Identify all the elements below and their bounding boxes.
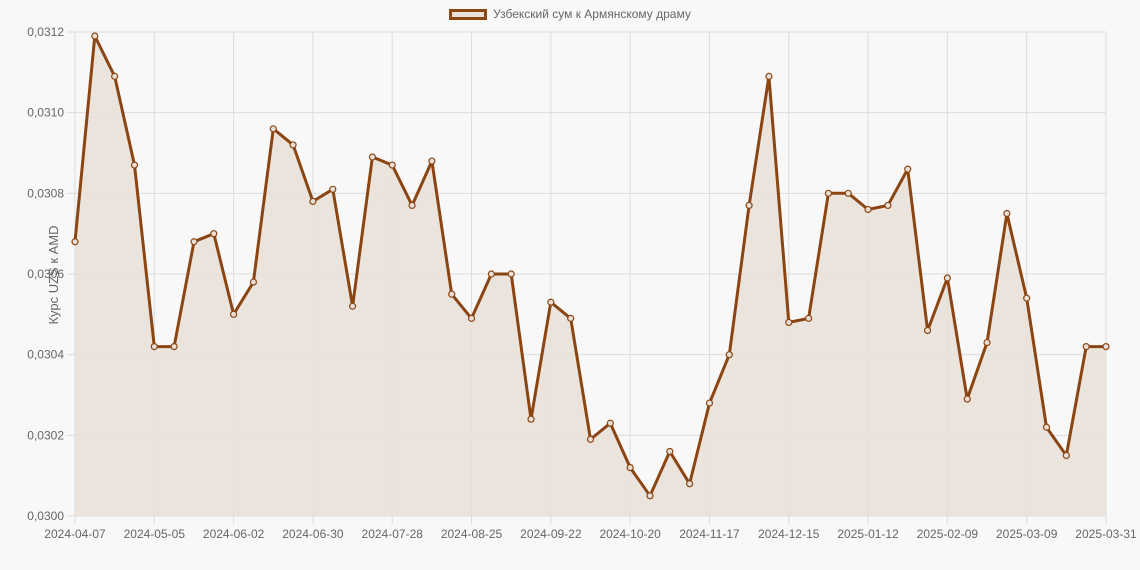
- x-tick-label: 2024-06-30: [282, 527, 344, 541]
- data-point[interactable]: [983, 338, 991, 347]
- data-point[interactable]: [408, 201, 416, 210]
- data-point[interactable]: [487, 270, 495, 278]
- x-tick-label: 2024-06-02: [203, 527, 265, 541]
- data-point[interactable]: [111, 72, 119, 80]
- data-point[interactable]: [210, 230, 218, 238]
- data-point[interactable]: [448, 290, 456, 298]
- data-point[interactable]: [130, 161, 139, 169]
- y-tick-label: 0,0310: [27, 106, 64, 120]
- data-point[interactable]: [527, 415, 535, 423]
- data-point[interactable]: [844, 189, 852, 197]
- data-point[interactable]: [507, 270, 515, 278]
- legend-swatch: [449, 8, 488, 20]
- data-point[interactable]: [804, 314, 813, 322]
- x-tick-label: 2024-08-25: [441, 527, 503, 541]
- data-point[interactable]: [230, 310, 238, 318]
- data-point[interactable]: [864, 205, 872, 214]
- y-tick-label: 0,0300: [27, 509, 64, 523]
- data-point[interactable]: [785, 318, 793, 326]
- x-tick-label: 2025-03-31: [1075, 527, 1137, 541]
- x-tick-label: 2024-07-28: [362, 527, 424, 541]
- x-tick-label: 2024-04-07: [44, 527, 106, 541]
- data-point[interactable]: [467, 314, 476, 322]
- x-axis-ticks: 2024-04-07 2024-05-05 2024-06-02 2024-06-30…: [44, 527, 1137, 541]
- data-point[interactable]: [1082, 343, 1090, 351]
- data-point[interactable]: [586, 435, 595, 443]
- data-point[interactable]: [884, 201, 892, 210]
- data-point[interactable]: [745, 201, 753, 210]
- data-point[interactable]: [725, 351, 733, 359]
- data-point[interactable]: [190, 238, 198, 246]
- data-point[interactable]: [606, 419, 614, 427]
- x-tick-label: 2025-03-09: [996, 527, 1058, 541]
- y-tick-label: 0,0304: [27, 348, 64, 362]
- data-point[interactable]: [1003, 209, 1011, 218]
- y-tick-label: 0,0306: [27, 267, 64, 281]
- data-point[interactable]: [765, 72, 773, 80]
- x-tick-label: 2024-05-05: [124, 527, 186, 541]
- x-tick-label: 2024-09-22: [520, 527, 582, 541]
- y-tick-label: 0,0302: [27, 428, 64, 442]
- data-point[interactable]: [626, 464, 634, 472]
- data-point[interactable]: [289, 141, 297, 149]
- data-point[interactable]: [686, 480, 694, 488]
- data-point[interactable]: [329, 185, 337, 193]
- data-point[interactable]: [368, 153, 377, 161]
- data-point[interactable]: [428, 157, 436, 165]
- data-point[interactable]: [249, 278, 258, 286]
- data-point[interactable]: [309, 197, 317, 205]
- data-point[interactable]: [1062, 451, 1070, 460]
- x-tick-label: 2024-11-17: [679, 527, 740, 541]
- data-point[interactable]: [666, 447, 674, 456]
- legend-label: Узбекский сум к Армянскому драму: [493, 7, 691, 21]
- y-axis-ticks: 0,0300 0,0302 0,0304 0,0306 0,0308 0,0310 0,03…: [27, 25, 64, 523]
- data-point[interactable]: [91, 32, 99, 40]
- data-points[interactable]: [71, 32, 1110, 500]
- chart-legend[interactable]: Узбекский сум к Армянскому драму: [0, 7, 1140, 21]
- data-point[interactable]: [567, 314, 575, 322]
- x-tick-label: 2024-10-20: [599, 527, 661, 541]
- data-point[interactable]: [71, 238, 79, 246]
- area-fill: [75, 36, 1106, 516]
- x-tick-label: 2025-01-12: [837, 527, 899, 541]
- data-point[interactable]: [1042, 423, 1051, 431]
- data-point[interactable]: [943, 274, 951, 282]
- data-point[interactable]: [824, 189, 833, 197]
- x-tick-label: 2025-02-09: [917, 527, 979, 541]
- data-point[interactable]: [705, 399, 714, 407]
- data-point[interactable]: [963, 395, 971, 403]
- data-point[interactable]: [348, 302, 357, 310]
- data-point[interactable]: [923, 326, 932, 335]
- data-point[interactable]: [1102, 343, 1110, 351]
- data-point[interactable]: [150, 343, 158, 351]
- y-tick-label: 0,0312: [27, 25, 64, 39]
- data-point[interactable]: [170, 343, 178, 351]
- data-point[interactable]: [388, 161, 396, 169]
- x-tick-label: 2024-12-15: [758, 527, 820, 541]
- data-point[interactable]: [646, 492, 654, 500]
- data-point[interactable]: [547, 298, 555, 306]
- data-point[interactable]: [1023, 294, 1031, 302]
- y-tick-label: 0,0308: [27, 186, 64, 200]
- data-point[interactable]: [904, 165, 912, 173]
- data-point[interactable]: [269, 125, 277, 133]
